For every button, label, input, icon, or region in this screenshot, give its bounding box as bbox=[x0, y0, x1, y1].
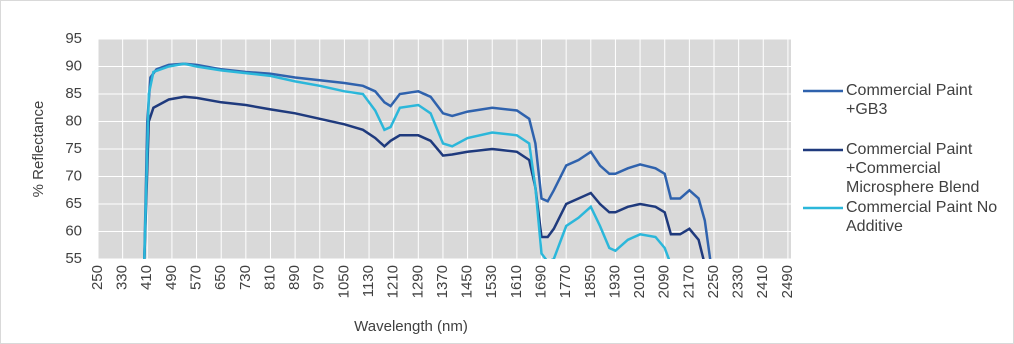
y-tick-label: 80 bbox=[65, 112, 82, 129]
x-tick-label: 2410 bbox=[754, 265, 771, 298]
x-tick-label: 650 bbox=[212, 265, 229, 290]
x-tick-label: 1210 bbox=[385, 265, 402, 298]
x-tick-label: 730 bbox=[237, 265, 254, 290]
legend-label: Commercial Paint No Additive bbox=[846, 199, 998, 235]
x-tick-label: 1370 bbox=[434, 265, 451, 298]
x-tick-label: 1290 bbox=[409, 265, 426, 298]
x-tick-label: 330 bbox=[114, 265, 131, 290]
y-tick-label: 85 bbox=[65, 85, 82, 102]
x-tick-label: 2250 bbox=[705, 265, 722, 298]
x-tick-label: 1450 bbox=[459, 265, 476, 298]
x-tick-label: 1930 bbox=[606, 265, 623, 298]
x-tick-label: 410 bbox=[138, 265, 155, 290]
x-tick-label: 1530 bbox=[483, 265, 500, 298]
x-tick-label: 2170 bbox=[680, 265, 697, 298]
x-axis-label: Wavelength (nm) bbox=[354, 318, 468, 335]
x-tick-label: 1690 bbox=[532, 265, 549, 298]
data-line bbox=[143, 62, 671, 259]
y-tick-label: 55 bbox=[65, 250, 82, 267]
x-tick-label: 1610 bbox=[508, 265, 525, 298]
x-tick-label: 1130 bbox=[360, 265, 377, 297]
y-tick-label: 65 bbox=[65, 195, 82, 212]
x-tick-label: 1770 bbox=[557, 265, 574, 298]
x-tick-label: 2010 bbox=[631, 265, 648, 298]
y-tick-label: 60 bbox=[65, 222, 82, 239]
x-tick-label: 2090 bbox=[656, 265, 673, 298]
y-tick-label: 75 bbox=[65, 140, 82, 157]
x-tick-label: 1850 bbox=[582, 265, 599, 298]
legend-label: Commercial Paint +GB3 bbox=[846, 82, 973, 118]
x-tick-label: 570 bbox=[188, 265, 205, 290]
x-tick-label: 2330 bbox=[730, 265, 747, 298]
y-tick-label: 95 bbox=[65, 30, 82, 47]
y-tick-label: 70 bbox=[65, 167, 82, 184]
x-tick-label: 970 bbox=[311, 265, 328, 290]
legend-label: Commercial Paint +Commercial Microsphere… bbox=[846, 141, 980, 196]
x-tick-label: 250 bbox=[89, 265, 106, 290]
y-tick-label: 90 bbox=[65, 57, 82, 74]
x-tick-label: 490 bbox=[163, 265, 180, 290]
data-line bbox=[143, 95, 705, 259]
y-axis-label: % Reflectance bbox=[30, 101, 47, 198]
x-tick-label: 810 bbox=[261, 265, 278, 290]
x-tick-label: 2490 bbox=[779, 265, 796, 298]
x-tick-label: 1050 bbox=[335, 265, 352, 298]
x-tick-label: 890 bbox=[286, 265, 303, 290]
